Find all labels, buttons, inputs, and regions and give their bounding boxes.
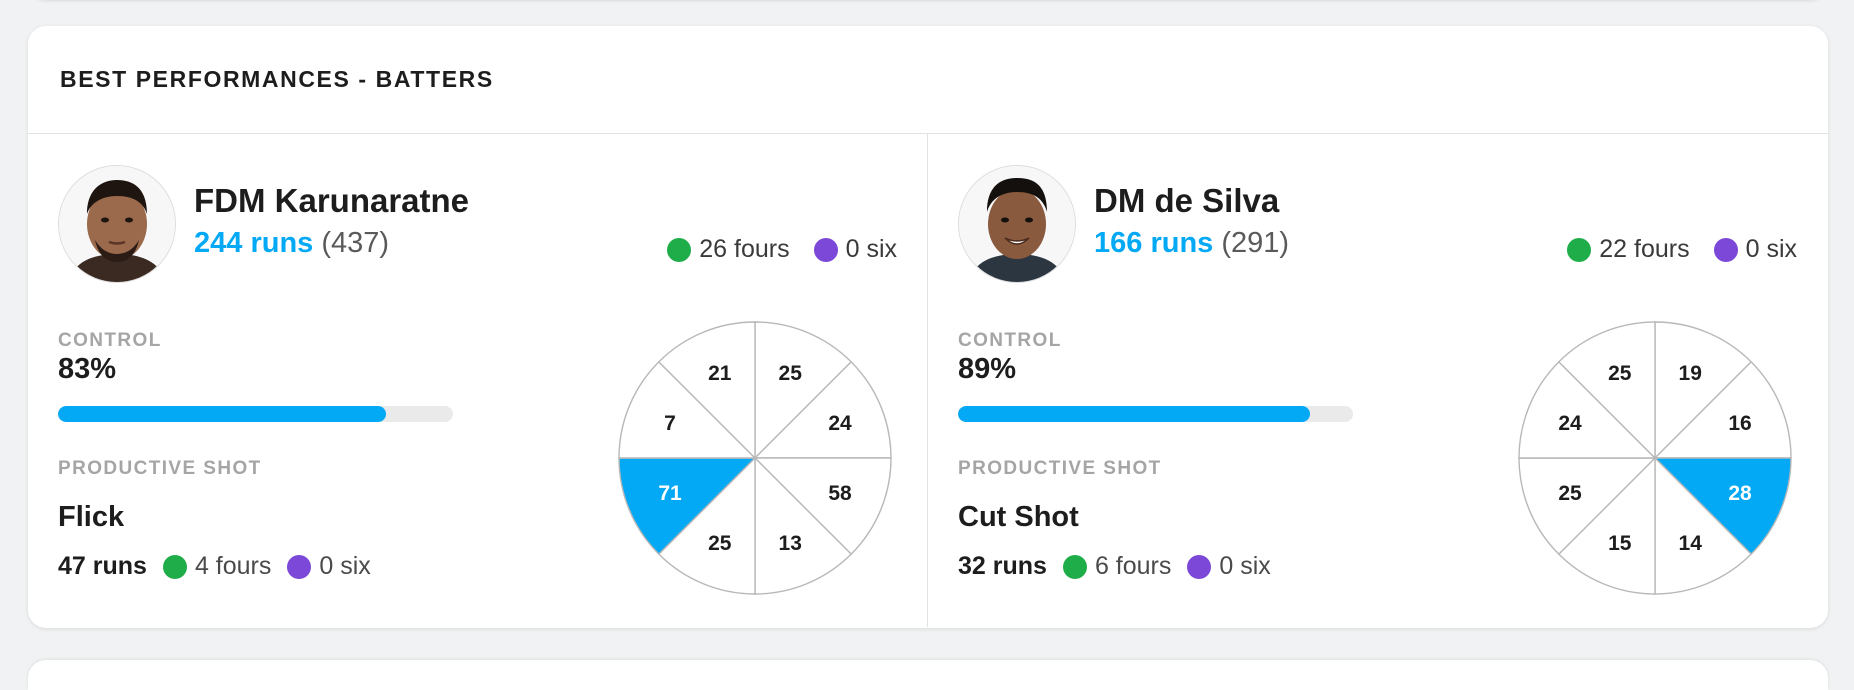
sixes-count: 0 six — [1745, 235, 1797, 263]
control-progress-bar — [958, 406, 1353, 422]
fours-dot-icon — [1567, 237, 1592, 262]
wagon-sector — [657, 456, 756, 595]
wagon-sector — [1557, 456, 1656, 595]
wagon-sector — [754, 321, 853, 460]
wagon-sector — [618, 360, 757, 459]
wagon-sector — [1654, 456, 1753, 595]
productive-shot-label: PRODUCTIVE SHOT — [58, 458, 262, 479]
boundary-stats: 26 fours 0 six — [667, 235, 897, 264]
sixes-stat: 0 six — [1713, 235, 1797, 264]
shot-fours-stat: 4 fours — [162, 552, 272, 581]
wagon-sector — [753, 457, 892, 556]
player-avatar[interactable] — [58, 165, 176, 283]
shot-sixes: 0 six — [1219, 552, 1271, 580]
control-label: CONTROL — [58, 330, 162, 351]
wagon-sector — [1653, 360, 1792, 459]
batter-panel: FDM Karunaratne 244 runs (437) 26 fours … — [28, 134, 927, 627]
wagon-sector-value: 19 — [1679, 362, 1702, 385]
wagon-sector — [1518, 457, 1657, 556]
sixes-dot-icon — [1713, 237, 1738, 262]
productive-shot-label: PRODUCTIVE SHOT — [958, 458, 1162, 479]
productive-shot-name: Flick — [58, 501, 125, 533]
wagon-sector-value: 24 — [828, 412, 852, 435]
fours-dot-icon — [667, 237, 692, 262]
shot-fours: 6 fours — [1094, 552, 1172, 580]
fours-stat: 22 fours — [1567, 235, 1690, 264]
wagon-sector-value: 24 — [1558, 412, 1582, 435]
wagon-sector — [657, 321, 756, 460]
player-avatar[interactable] — [958, 165, 1076, 283]
player-balls: (437) — [321, 227, 390, 259]
productive-shot-name: Cut Shot — [958, 501, 1079, 533]
sixes-dot-icon — [1187, 554, 1212, 579]
productive-shot-stats: 47 runs 4 fours 0 six — [58, 552, 371, 581]
shot-sixes: 0 six — [319, 552, 371, 580]
wagon-sector — [1557, 321, 1656, 460]
wagon-wheel: 25 24 58 13 25 71 7 21 — [618, 321, 892, 595]
wagon-sector-value: 25 — [1608, 362, 1632, 385]
player-photo-icon — [59, 166, 175, 282]
best-performances-batters-card: BEST PERFORMANCES - BATTERS FDM Karunara… — [28, 26, 1828, 628]
shot-runs: 32 runs — [958, 552, 1047, 580]
player-score: 166 runs (291) — [1094, 227, 1289, 260]
wagon-sector-value: 21 — [708, 362, 732, 385]
control-label: CONTROL — [958, 330, 1062, 351]
wagon-sector-value: 13 — [779, 532, 802, 555]
fours-stat: 26 fours — [667, 235, 790, 264]
section-title: BEST PERFORMANCES - BATTERS — [60, 66, 494, 92]
control-value: 89% — [958, 353, 1017, 385]
wagon-sector-value: 71 — [658, 482, 682, 505]
player-name[interactable]: DM de Silva — [1094, 182, 1280, 219]
shot-fours: 4 fours — [194, 552, 272, 580]
fours-count: 22 fours — [1599, 235, 1690, 263]
wagon-sector-value: 25 — [708, 532, 732, 555]
wagon-sector-value: 14 — [1679, 532, 1703, 555]
fours-dot-icon — [1062, 554, 1087, 579]
wagon-sector-value: 15 — [1608, 532, 1632, 555]
shot-runs: 47 runs — [58, 552, 147, 580]
wagon-sector — [753, 360, 892, 459]
player-balls: (291) — [1221, 227, 1290, 259]
wagon-sector-value: 58 — [828, 482, 852, 505]
wagon-sector — [618, 457, 757, 556]
batter-panels: FDM Karunaratne 244 runs (437) 26 fours … — [28, 134, 1828, 627]
card-header: BEST PERFORMANCES - BATTERS — [28, 26, 1828, 134]
sixes-dot-icon — [813, 237, 838, 262]
wagon-wheel: 19 16 28 14 15 25 24 25 — [1518, 321, 1792, 595]
control-progress-fill — [958, 406, 1310, 422]
control-progress-bar — [58, 406, 453, 422]
shot-sixes-stat: 0 six — [287, 552, 371, 581]
sixes-stat: 0 six — [813, 235, 897, 264]
next-card-edge — [28, 660, 1828, 690]
wagon-sector-value: 25 — [1558, 482, 1582, 505]
control-progress-fill — [58, 406, 386, 422]
control-value: 83% — [58, 353, 117, 385]
sixes-dot-icon — [287, 554, 312, 579]
panel-divider — [927, 134, 928, 627]
shot-sixes-stat: 0 six — [1187, 552, 1271, 581]
wagon-sector-value: 25 — [779, 362, 803, 385]
fours-dot-icon — [162, 554, 187, 579]
wagon-sector — [754, 456, 853, 595]
fours-count: 26 fours — [699, 235, 790, 263]
player-runs: 244 runs — [194, 227, 314, 259]
boundary-stats: 22 fours 0 six — [1567, 235, 1797, 264]
wagon-sector-value: 7 — [664, 412, 676, 435]
productive-shot-stats: 32 runs 6 fours 0 six — [958, 552, 1271, 581]
wagon-sector — [1654, 321, 1753, 460]
player-runs: 166 runs — [1094, 227, 1214, 259]
batter-panel: DM de Silva 166 runs (291) 22 fours 0 si… — [928, 134, 1827, 627]
player-photo-icon — [959, 166, 1075, 282]
player-score: 244 runs (437) — [194, 227, 389, 260]
wagon-sector — [1653, 457, 1792, 556]
wagon-sector — [1518, 360, 1657, 459]
shot-fours-stat: 6 fours — [1062, 552, 1172, 581]
sixes-count: 0 six — [845, 235, 897, 263]
wagon-sector-value: 28 — [1728, 482, 1752, 505]
player-name[interactable]: FDM Karunaratne — [194, 182, 470, 219]
wagon-sector-value: 16 — [1728, 412, 1751, 435]
